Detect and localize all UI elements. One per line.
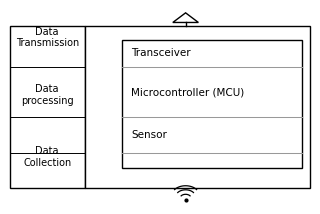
Text: Data
processing: Data processing (21, 85, 74, 106)
Text: Transceiver: Transceiver (131, 49, 191, 58)
Bar (10, 26, 85, 188)
Text: Microcontroller (MCU): Microcontroller (MCU) (131, 87, 244, 97)
Bar (122, 40, 302, 168)
Text: Data
Transmission: Data Transmission (16, 27, 79, 48)
Bar (85, 26, 310, 188)
Text: Sensor: Sensor (131, 130, 167, 140)
Text: Data
Collection: Data Collection (23, 147, 71, 168)
